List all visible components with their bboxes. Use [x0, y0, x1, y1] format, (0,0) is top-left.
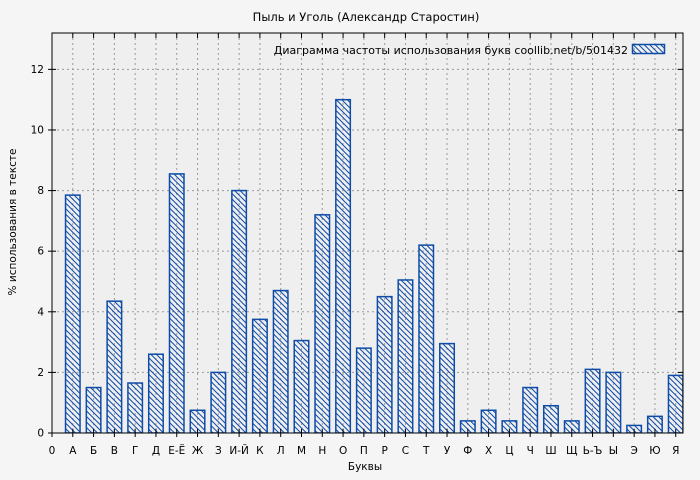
bar-4	[147, 353, 164, 433]
x-tick-label-origin: 0	[49, 445, 56, 457]
x-tick-label: С	[402, 445, 409, 457]
x-tick-label: Г	[132, 445, 138, 457]
bar-1	[85, 386, 102, 433]
bar-11	[293, 339, 310, 433]
y-tick-label: 10	[31, 124, 44, 136]
x-tick-label: Н	[318, 445, 326, 457]
x-tick-label: Д	[152, 445, 160, 457]
tick-marks	[48, 33, 683, 437]
x-tick-label: Ш	[545, 445, 556, 457]
bar-2	[106, 300, 123, 433]
bar-23	[542, 404, 559, 433]
x-tick-label: Ф	[463, 445, 472, 457]
legend-swatch	[631, 43, 666, 55]
y-tick-label: 6	[37, 246, 44, 258]
bar-10	[272, 289, 289, 433]
x-tick-label: Ы	[609, 445, 618, 457]
x-tick-label: В	[111, 445, 118, 457]
bar-29	[667, 374, 683, 433]
bar-0	[64, 194, 81, 433]
x-axis-label: Буквы	[348, 461, 382, 473]
bar-9	[251, 318, 268, 433]
bars	[64, 98, 683, 433]
bar-16	[397, 279, 414, 433]
plot-border	[51, 32, 684, 434]
bar-5	[168, 173, 185, 433]
x-tick-label: Ж	[192, 445, 204, 457]
legend-label: Диаграмма частоты использования букв coo…	[274, 44, 628, 57]
x-tick-label: Л	[277, 445, 285, 457]
bar-14	[355, 347, 372, 433]
y-tick-label: 2	[37, 367, 44, 379]
y-tick-label: 4	[37, 306, 44, 318]
y-tick-label: 8	[37, 185, 44, 197]
x-tick-label: К	[256, 445, 264, 457]
x-tick-label: Т	[422, 445, 430, 457]
bar-22	[522, 386, 539, 433]
bar-12	[314, 214, 331, 433]
bar-8	[231, 189, 248, 433]
x-tick-label: Ц	[505, 445, 513, 457]
bar-20	[480, 409, 497, 433]
bar-18	[439, 342, 456, 433]
x-tick-label: Ю	[649, 445, 660, 457]
y-axis-label: % использования в тексте	[7, 149, 19, 296]
bar-6	[189, 409, 206, 433]
bar-26	[605, 371, 622, 433]
x-tick-label: П	[360, 445, 368, 457]
x-tick-label: Я	[672, 445, 679, 457]
x-tick-label: З	[215, 445, 222, 457]
bar-15	[376, 295, 393, 433]
bar-25	[584, 368, 601, 433]
x-tick-label: Х	[485, 445, 492, 457]
bar-28	[646, 415, 663, 433]
x-tick-label: Ь-Ъ	[583, 445, 603, 457]
x-tick-label: И-Й	[229, 444, 249, 457]
x-tick-label: У	[444, 445, 451, 457]
x-tick-label: А	[69, 445, 77, 457]
x-tick-label: Ч	[527, 445, 534, 457]
x-tick-label: Р	[381, 445, 387, 457]
bar-17	[418, 244, 435, 433]
chart-title: Пыль и Уголь (Александр Старостин)	[253, 10, 480, 24]
bar-13	[335, 98, 352, 433]
x-tick-label: Е-Ё	[168, 444, 185, 457]
x-tick-label: О	[339, 445, 347, 457]
y-tick-label: 12	[31, 64, 44, 76]
bar-7	[210, 371, 227, 433]
x-tick-label: Щ	[566, 445, 578, 457]
x-tick-label: Б	[90, 445, 97, 457]
x-tick-label: М	[297, 445, 306, 457]
y-tick-label: 0	[37, 428, 44, 440]
x-tick-label: Э	[630, 445, 637, 457]
bar-3	[127, 382, 144, 433]
